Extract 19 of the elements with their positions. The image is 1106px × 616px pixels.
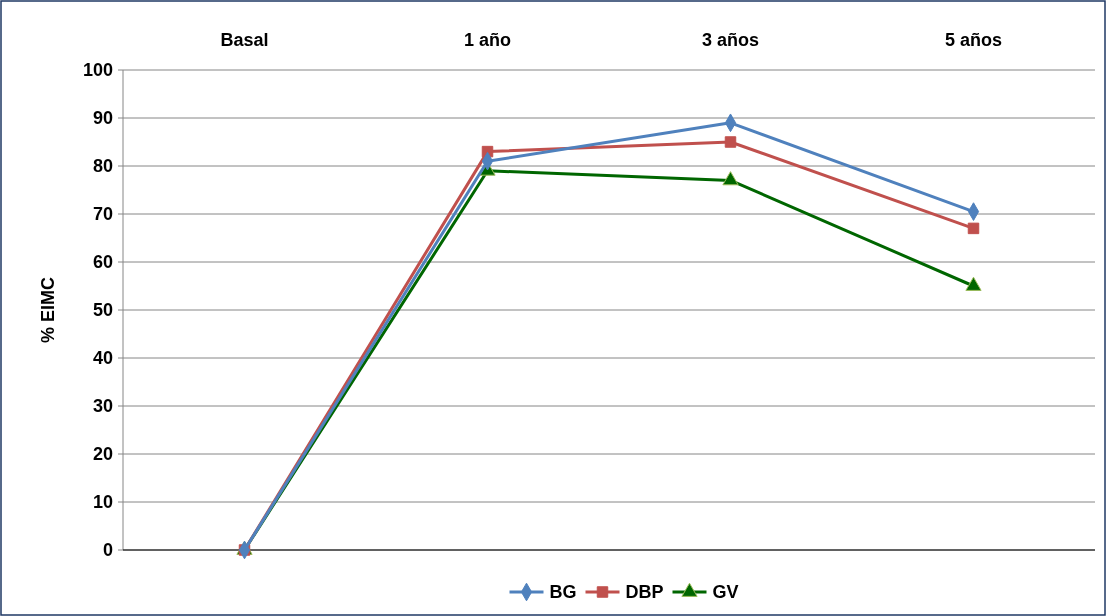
legend-label: DBP [625, 582, 664, 603]
x-tick-label: Basal [220, 30, 269, 51]
y-tick-label: 40 [92, 348, 113, 369]
y-tick-label: 70 [92, 204, 113, 225]
y-tick-label: 10 [92, 492, 113, 513]
y-tick-label: 80 [92, 156, 113, 177]
y-tick-label: 0 [102, 540, 113, 561]
y-tick-label: 20 [92, 444, 113, 465]
legend-label: GV [712, 582, 739, 603]
x-tick-label: 1 año [463, 30, 512, 51]
y-tick-label: 100 [82, 60, 113, 81]
y-axis-title: % EIMC [38, 276, 59, 344]
x-tick-label: 5 años [944, 30, 1003, 51]
y-tick-label: 90 [92, 108, 113, 129]
legend-label: BG [549, 582, 577, 603]
y-tick-label: 60 [92, 252, 113, 273]
x-tick-label: 3 años [701, 30, 760, 51]
y-tick-label: 30 [92, 396, 113, 417]
y-tick-label: 50 [92, 300, 113, 321]
